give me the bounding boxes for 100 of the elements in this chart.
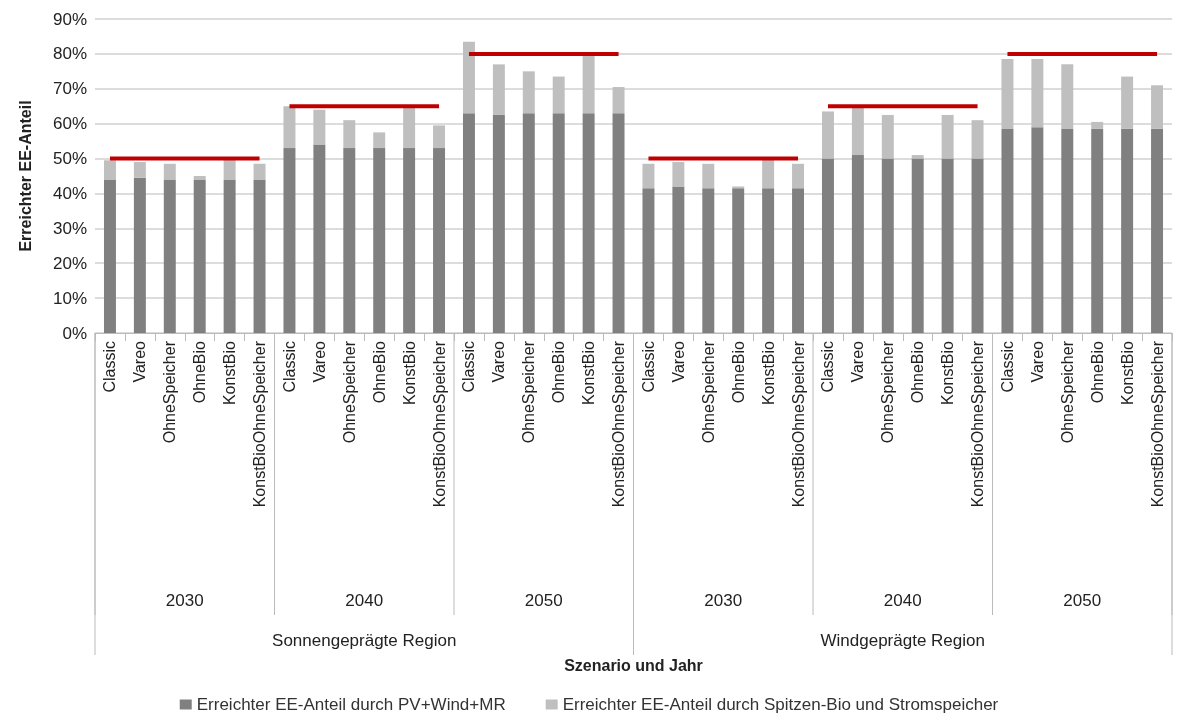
bar [163,163,176,180]
x-tick-label: Classic [280,341,298,393]
bar [313,144,326,333]
bar [851,107,864,156]
y-tick-label: 10% [52,288,87,308]
x-tick-label: Classic [639,341,657,393]
bar [1151,128,1164,333]
x-tick-label: OhneSpeicher [1058,340,1076,444]
y-tick-label: 70% [52,79,87,99]
text: Windgeprägte Region [820,630,985,650]
x-tick-label: Classic [460,341,478,393]
x-tick-label: Vareo [131,340,149,383]
bar [522,113,535,333]
y-tick-label: 20% [52,253,87,273]
x-tick-label: Classic [101,341,119,393]
y-tick-label: 40% [52,183,87,203]
x-tick-label: KonstBioOhneSpeicher [610,340,628,508]
bar [462,113,475,333]
y-tick-label: 80% [52,44,87,64]
x-tick-label: OhneBio [729,340,747,404]
bar [1001,59,1014,129]
text: 2050 [524,590,563,610]
x-tick-label: KonstBioOhneSpeicher [251,340,269,508]
x-tick-label: KonstBio [221,340,239,406]
bar [193,179,206,333]
bar [103,160,116,180]
bar [163,179,176,333]
x-tick-label: OhneBio [1088,340,1106,404]
y-tick-label: 30% [52,218,87,238]
bar [851,155,864,333]
legend-label: Erreichter EE-Anteil durch PV+Wind+MR [196,695,506,714]
x-tick-label: OhneBio [909,340,927,404]
bar [642,163,655,189]
x-tick-label: KonstBio [580,340,598,406]
bar [971,120,984,159]
text: Sonnengeprägte Region [272,630,457,650]
x-tick-label: Vareo [849,340,867,383]
y-tick-label: 50% [52,149,87,169]
bar [1031,127,1044,333]
bar [522,71,535,114]
x-tick-label: KonstBio [400,340,418,406]
bar [911,158,924,333]
bar [133,162,146,178]
x-tick-label: OhneSpeicher [879,340,897,444]
bar [433,125,446,149]
bar [343,120,356,149]
bar [881,114,894,159]
bar [762,188,775,333]
text: 2030 [165,590,204,610]
bar [881,158,894,333]
x-tick-label: KonstBioOhneSpeicher [789,340,807,508]
bar [1091,128,1104,333]
x-tick-label: KonstBioOhneSpeicher [1148,340,1166,508]
bar [492,114,505,333]
bar [612,87,625,114]
x-tick-label: OhneSpeicher [699,340,717,444]
text: 2040 [883,590,922,610]
bar [223,179,236,333]
x-tick-label: Vareo [669,340,687,383]
x-tick-label: Classic [998,341,1016,393]
x-tick-label: Classic [819,341,837,393]
x-tick-label: KonstBio [939,340,957,406]
bar [582,53,595,114]
y-tick-label: 60% [52,114,87,134]
bar [971,158,984,333]
bar [552,113,565,333]
bar [133,177,146,333]
bar [492,64,505,115]
bar [702,188,715,333]
text: 2050 [1063,590,1102,610]
x-tick-label: KonstBioOhneSpeicher [430,340,448,508]
x-tick-label: Vareo [310,340,328,383]
bar [462,41,475,114]
bar [283,148,296,333]
x-tick-label: OhneSpeicher [520,340,538,444]
bar [433,148,446,333]
x-tick-label: KonstBio [1118,340,1136,406]
bar [313,109,326,145]
bar [373,148,386,333]
bar [103,179,116,333]
x-tick-label: KonstBio [759,340,777,406]
bar [792,163,805,189]
bar [403,106,416,149]
x-tick-label: KonstBioOhneSpeicher [969,340,987,508]
bar [1061,64,1074,129]
x-tick-label: OhneSpeicher [161,340,179,444]
bar [283,106,296,149]
x-tick-label: Vareo [1028,340,1046,383]
bar [762,158,775,189]
bar [403,148,416,333]
bar [792,188,805,333]
bar [612,113,625,333]
bar [672,162,685,187]
bar [552,76,565,114]
text: 2030 [704,590,743,610]
y-axis-title: Erreichter EE-Anteil [16,100,34,252]
bar [1121,128,1134,333]
bar [253,179,266,333]
bar [821,111,834,159]
bar [582,113,595,333]
